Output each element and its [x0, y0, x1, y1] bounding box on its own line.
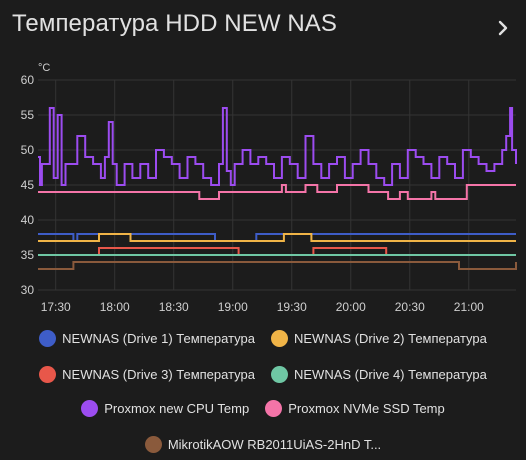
y-tick-label: 45	[21, 178, 35, 192]
chevron-right-icon[interactable]	[494, 18, 512, 38]
y-tick-label: 35	[21, 248, 35, 262]
y-tick-label: 55	[21, 108, 35, 122]
series-line[interactable]	[38, 261, 517, 270]
chart-series	[38, 107, 517, 270]
legend-item[interactable]: NEWNAS (Drive 4) Температура	[271, 366, 487, 383]
series-line[interactable]	[38, 233, 516, 242]
legend-label: Proxmox NVMe SSD Temp	[288, 401, 445, 416]
legend-label: NEWNAS (Drive 4) Температура	[294, 367, 487, 382]
y-tick-label: 40	[21, 213, 35, 227]
legend-color-dot	[39, 330, 57, 347]
card-title: Температура HDD NEW NAS	[12, 10, 337, 37]
y-tick-label: 50	[21, 143, 35, 157]
legend-item[interactable]: NEWNAS (Drive 2) Температура	[271, 330, 487, 347]
legend-label: NEWNAS (Drive 2) Температура	[294, 331, 487, 346]
legend-label: MikrotikAOW RB2011UiAS-2HnD T...	[167, 437, 382, 452]
series-line[interactable]	[38, 247, 516, 256]
legend-color-dot	[144, 436, 162, 453]
legend-color-dot	[271, 366, 288, 383]
series-line[interactable]	[38, 184, 516, 200]
legend-item[interactable]: Proxmox new CPU Temp	[81, 400, 249, 417]
legend-item[interactable]: NEWNAS (Drive 1) Температура	[39, 330, 255, 347]
series-line[interactable]	[38, 107, 517, 186]
legend-label: Proxmox new CPU Temp	[104, 401, 250, 416]
legend-item[interactable]: NEWNAS (Drive 3) Температура	[39, 366, 255, 383]
legend-item[interactable]: MikrotikAOW RB2011UiAS-2HnD T...	[144, 436, 382, 453]
y-tick-label: 60	[21, 73, 35, 87]
series-line[interactable]	[38, 233, 516, 242]
y-axis: 60 55 50 45 40 35 30	[21, 73, 35, 297]
x-tick-label: 19:30	[277, 300, 307, 314]
y-tick-label: 30	[21, 283, 35, 297]
legend-color-dot	[271, 330, 288, 347]
x-axis: 17:30 18:00 18:30 19:00 19:30 20:00 20:30 21:00	[41, 300, 484, 314]
chart-grid	[38, 79, 516, 291]
legend-color-dot	[265, 400, 283, 417]
y-axis-unit-label: °C	[38, 62, 50, 74]
x-tick-label: 21:00	[454, 300, 484, 314]
x-tick-label: 19:00	[218, 300, 248, 314]
temperature-line-chart[interactable]: 60 55 50 45 40 35 30 17:30 18:00 18:30 19:00 19:30…	[0, 0, 526, 320]
legend-item[interactable]: Proxmox NVMe SSD Temp	[265, 400, 445, 417]
legend-label: NEWNAS (Drive 3) Температура	[62, 367, 255, 382]
x-tick-label: 18:00	[100, 300, 130, 314]
x-tick-label: 17:30	[41, 300, 71, 314]
x-tick-label: 20:00	[336, 300, 366, 314]
legend-color-dot	[39, 366, 57, 383]
x-tick-label: 18:30	[159, 300, 189, 314]
legend-color-dot	[81, 400, 99, 417]
x-tick-label: 20:30	[395, 300, 425, 314]
legend-label: NEWNAS (Drive 1) Температура	[62, 331, 255, 346]
